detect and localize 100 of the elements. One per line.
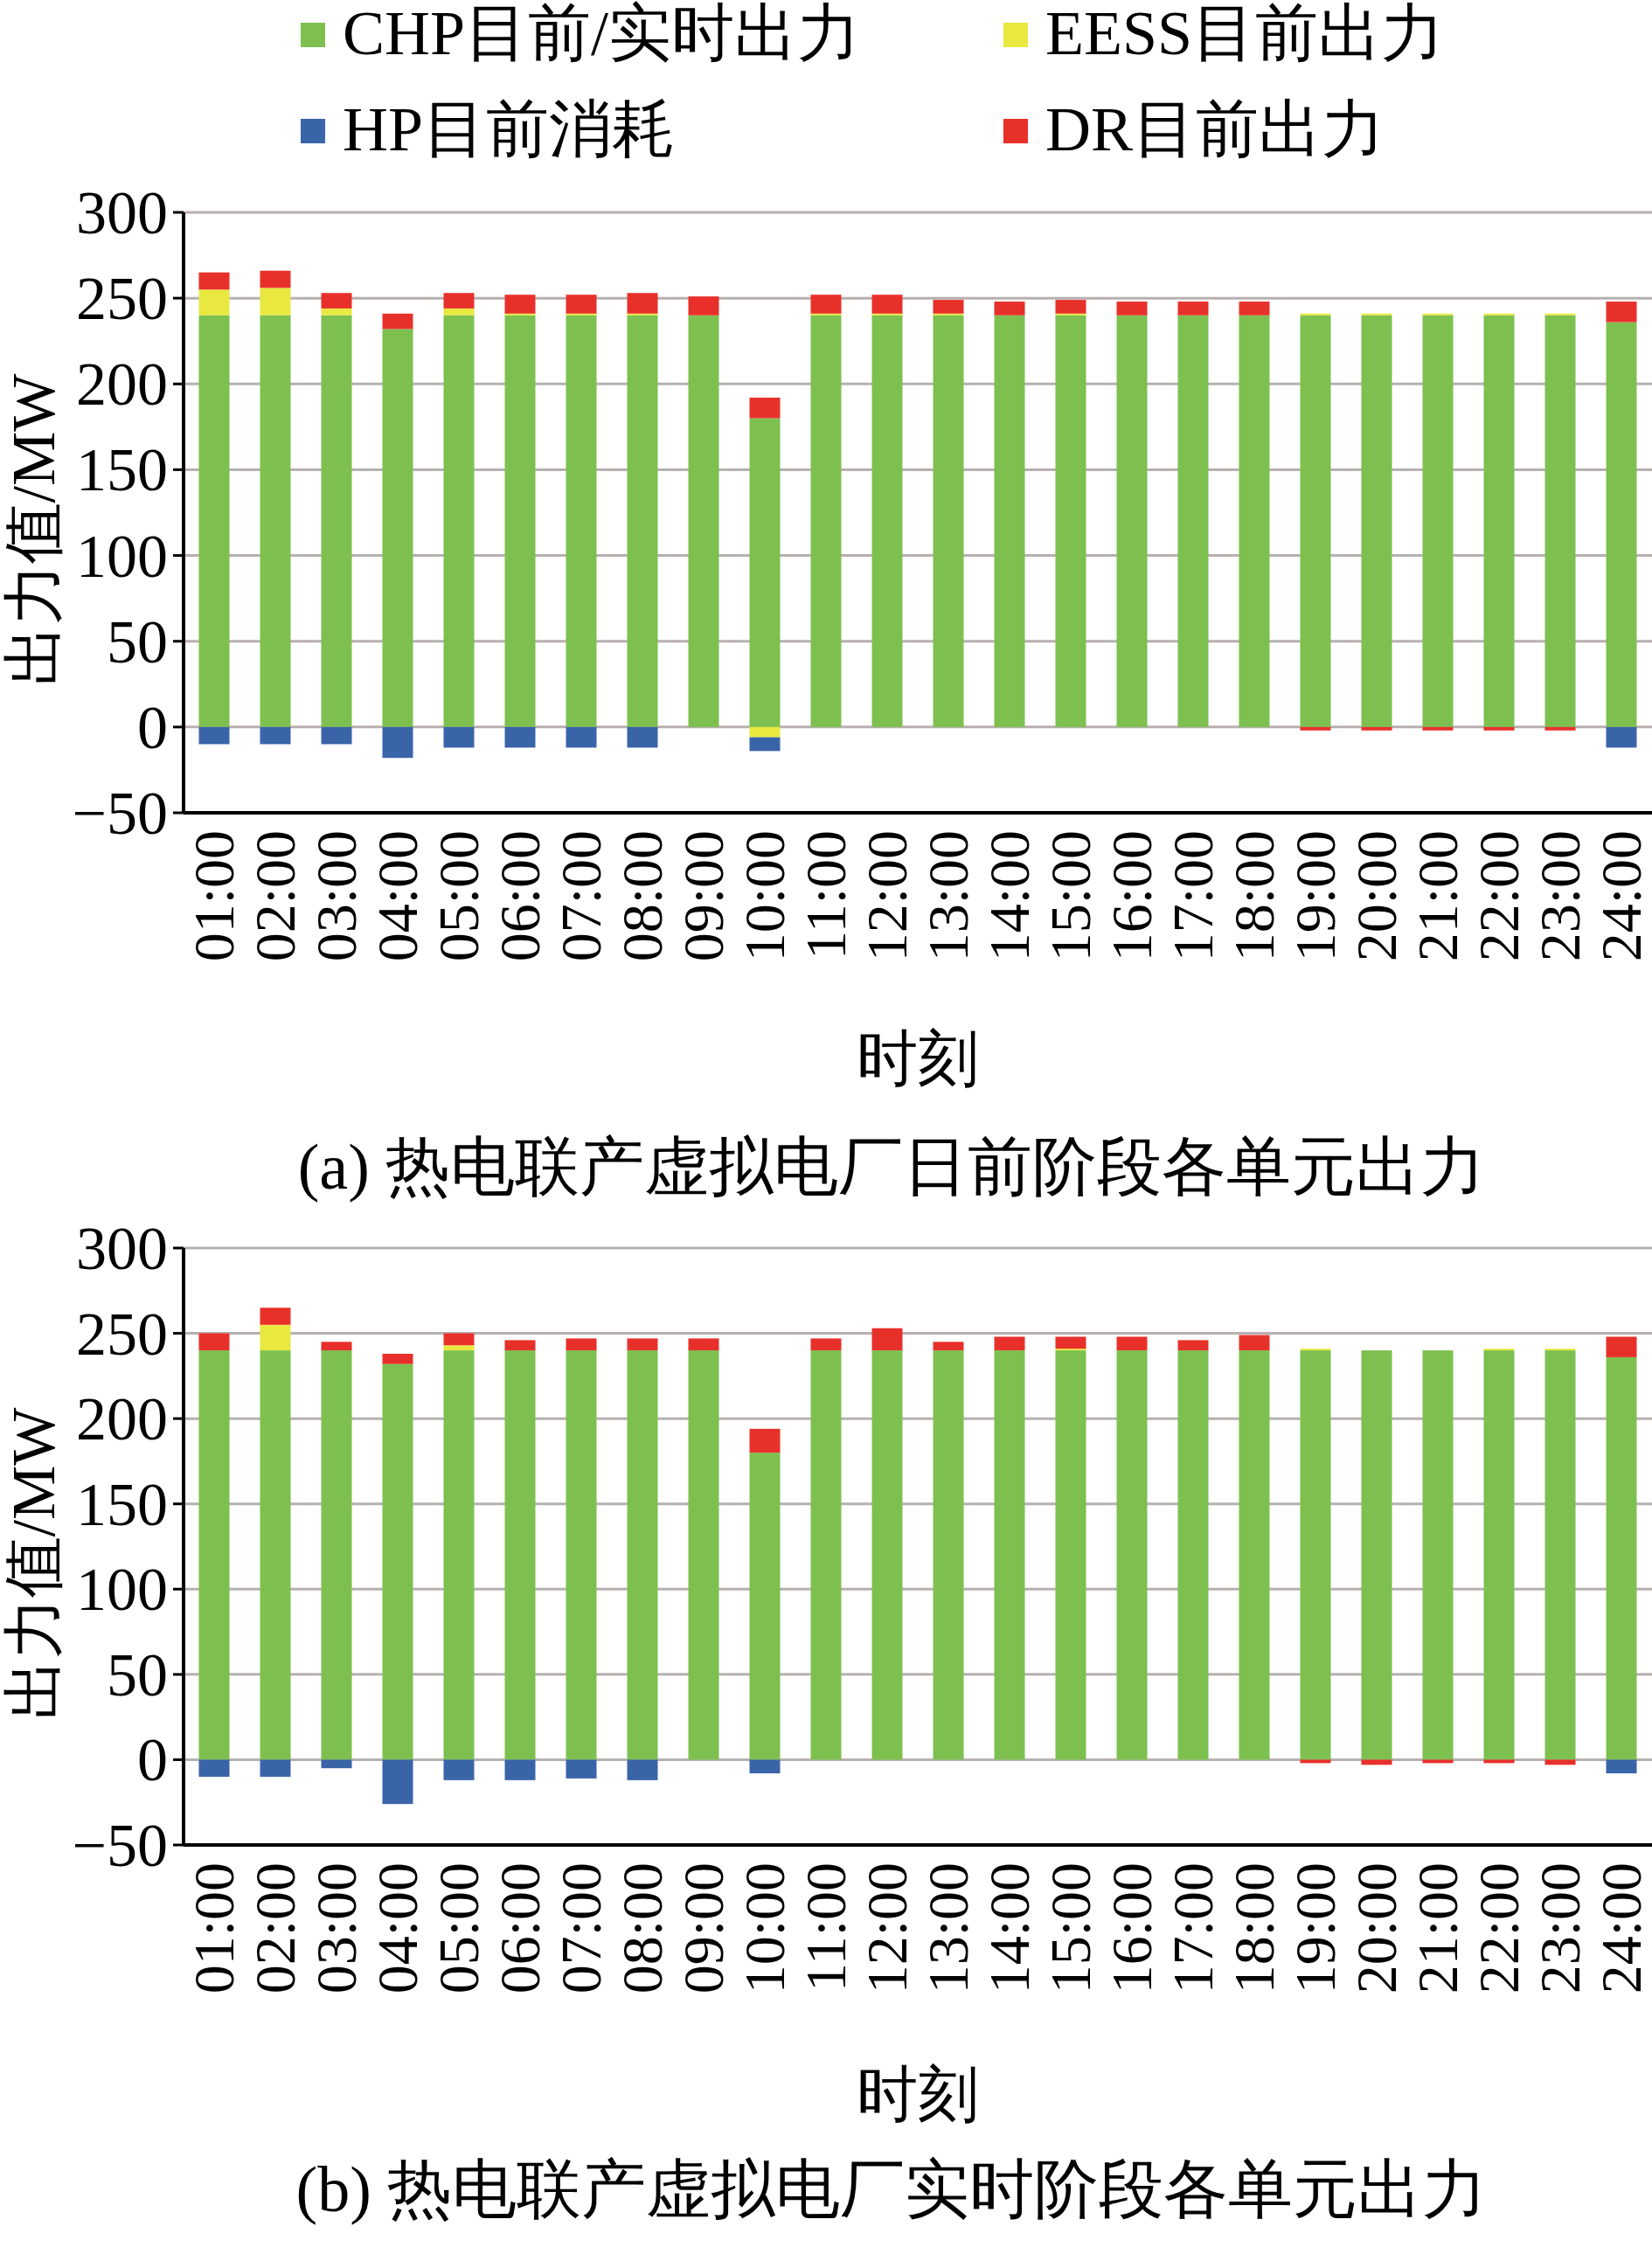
x-tick-label: 08:00 [610,830,674,962]
bar [1544,726,1576,731]
bar [1422,1350,1454,1760]
bar [749,726,781,738]
x-tick-label: 02:00 [243,1862,307,1994]
legend-label: EESS目前出力 [1045,0,1445,68]
bar [1300,1350,1331,1760]
bar [1544,1759,1576,1765]
bar [382,726,413,759]
bar [1483,1759,1515,1764]
bar [933,1342,964,1351]
bar [260,1324,291,1351]
bar [688,315,719,727]
bar [321,293,352,309]
x-tick-label: 14:00 [977,1862,1041,1994]
bar [382,1353,413,1364]
bar [871,1350,903,1760]
bar [933,315,964,727]
bar [1055,1336,1086,1349]
x-tick-label: 24:00 [1589,1862,1652,1994]
bar [627,293,658,314]
bar [1177,1340,1209,1351]
bar [504,295,536,314]
bar [321,308,352,316]
y-tick-label: 300 [76,179,168,246]
bar [566,315,597,727]
bar [260,270,291,288]
text: (b) 热电联产虚拟电厂实时阶段各单元出力 [295,2153,1488,2225]
bar [1300,315,1331,727]
bar [443,1345,475,1351]
bar [627,315,658,727]
bar [321,315,352,727]
bar [1606,1336,1637,1357]
bar [627,1338,658,1351]
bar [198,289,230,316]
x-tick-label: 16:00 [1100,1862,1163,1994]
y-tick-label: 100 [76,522,168,590]
bar [1361,726,1392,731]
bar [198,1333,230,1351]
x-tick-label: 04:00 [365,830,429,962]
x-tick-label: 03:00 [304,830,368,962]
bar [260,1759,291,1777]
bar [749,737,781,752]
bar [1239,1350,1270,1760]
bar [260,288,291,316]
bar [1483,315,1515,727]
x-tick-label: 10:00 [732,1862,796,1994]
bar [1055,315,1086,727]
bar [994,302,1025,316]
x-tick-label: 05:00 [427,1862,490,1994]
x-tick-label: 21:00 [1406,1862,1469,1994]
x-tick-label: 16:00 [1100,830,1163,962]
legend-label: DR目前出力 [1045,94,1385,164]
bar [198,315,230,727]
bar [382,329,413,727]
bar [1606,322,1637,727]
bar [1116,315,1148,727]
bar [749,1428,781,1453]
bar [1116,302,1148,316]
bar [871,315,903,727]
bar [810,315,842,727]
x-tick-label: 23:00 [1528,1862,1592,1994]
bar [1483,726,1515,731]
bar [1422,315,1454,727]
bar [382,313,413,329]
y-tick-label: 250 [76,265,168,333]
bar [627,726,658,748]
bar [443,308,475,316]
y-tick-label: 200 [76,350,168,419]
bar [933,1350,964,1760]
bar [443,1350,475,1760]
x-tick-label: 05:00 [427,830,490,962]
bar [1422,1759,1454,1764]
bar [1300,1759,1331,1764]
bar [566,1759,597,1779]
bar [1483,1350,1515,1760]
bar [443,1759,475,1780]
x-tick-label: 12:00 [855,1862,919,1994]
legend-label: HP目前消耗 [343,94,676,164]
bar [321,1759,352,1769]
y-axis-title: 出力值/MW [0,1407,67,1721]
bar [504,1340,536,1351]
x-tick-label: 21:00 [1406,830,1469,962]
bar [749,1759,781,1774]
y-tick-label: 300 [76,1215,168,1282]
bar [994,1336,1025,1351]
y-tick-label: 0 [137,1726,168,1794]
x-tick-label: 09:00 [671,830,735,962]
x-tick-label: 17:00 [1161,830,1225,962]
bar [443,315,475,727]
bar [627,1759,658,1780]
x-tick-label: 22:00 [1467,1862,1531,1994]
bar [504,315,536,727]
bar [260,315,291,727]
x-tick-label: 07:00 [549,830,613,962]
bar [1116,1336,1148,1351]
bar [566,1350,597,1760]
y-tick-label: 0 [137,693,168,761]
x-tick-label: 11:00 [794,830,857,960]
x-tick-label: 03:00 [304,1862,368,1994]
